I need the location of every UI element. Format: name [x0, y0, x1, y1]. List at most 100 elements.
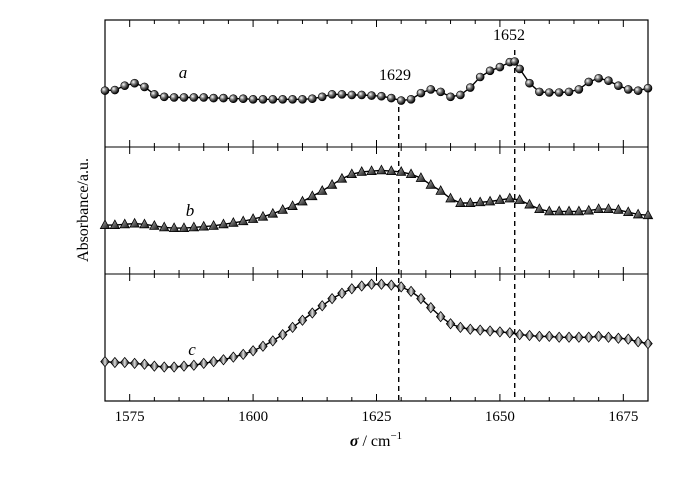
data-point-a — [140, 82, 149, 92]
series-line-c — [104, 283, 649, 368]
data-point-c — [199, 357, 209, 370]
data-point-a — [564, 87, 574, 97]
data-point-a — [308, 94, 317, 103]
data-point-a — [337, 90, 347, 99]
data-point-b — [326, 178, 338, 189]
data-point-b — [247, 213, 259, 223]
data-point-a — [238, 94, 248, 103]
data-point-a — [377, 91, 386, 101]
x-axis-symbol: σ — [350, 433, 359, 450]
data-point-b — [474, 196, 486, 207]
data-point-c — [297, 314, 308, 326]
data-point-b — [435, 185, 446, 195]
data-point-c — [603, 331, 614, 343]
data-point-a — [110, 85, 120, 95]
series-layer — [99, 57, 654, 373]
data-point-b — [484, 195, 496, 206]
data-point-c — [208, 355, 219, 368]
data-point-a — [120, 81, 130, 90]
data-point-a — [456, 90, 465, 100]
data-point-c — [337, 287, 347, 299]
data-point-a — [510, 57, 520, 66]
data-point-a — [604, 76, 613, 86]
data-point-a — [614, 81, 623, 90]
x-tick-label: 1575 — [115, 409, 145, 425]
data-point-c — [524, 329, 535, 342]
data-point-b — [524, 198, 535, 209]
data-point-b — [99, 219, 111, 229]
data-point-a — [584, 77, 594, 87]
data-point-c — [238, 348, 248, 361]
data-point-a — [199, 93, 209, 102]
data-point-b — [494, 194, 506, 204]
data-point-a — [465, 83, 475, 92]
data-point-b — [346, 168, 358, 179]
data-point-c — [416, 292, 426, 305]
data-point-a — [475, 72, 485, 82]
data-point-a — [169, 93, 179, 102]
reference-lines — [398, 50, 516, 401]
data-point-c — [277, 328, 288, 341]
data-point-b — [386, 165, 397, 176]
data-point-c — [564, 331, 574, 343]
data-point-c — [218, 354, 229, 366]
data-point-c — [149, 360, 160, 372]
x-tick-label: 1675 — [608, 409, 638, 425]
data-point-a — [436, 87, 445, 97]
series-label-a: a — [179, 63, 188, 82]
data-point-b — [178, 222, 190, 233]
data-point-b — [228, 216, 239, 227]
data-point-c — [584, 331, 594, 343]
data-point-b — [257, 210, 269, 221]
data-point-c — [307, 307, 318, 319]
data-point-c — [189, 359, 199, 371]
data-point-c — [426, 301, 436, 314]
data-point-c — [376, 278, 387, 290]
data-point-a — [179, 93, 189, 102]
data-point-b — [563, 205, 575, 216]
data-point-b — [119, 218, 131, 229]
x-tick-labels: 1575 1600 1625 1650 1675 — [115, 409, 639, 425]
x-axis-label: σ / cm−1 — [350, 430, 402, 450]
data-point-b — [593, 203, 604, 214]
data-point-a — [643, 83, 653, 93]
data-point-a — [327, 90, 337, 99]
data-point-c — [435, 310, 446, 323]
data-point-b — [356, 166, 367, 176]
data-point-a — [317, 92, 327, 102]
series-label-b: b — [186, 201, 195, 220]
data-point-b — [198, 220, 209, 231]
data-point-c — [455, 321, 466, 334]
data-point-a — [574, 85, 584, 94]
data-point-b — [622, 206, 634, 217]
x-tick-label: 1650 — [485, 409, 515, 425]
data-point-c — [366, 278, 377, 290]
data-point-b — [307, 190, 318, 201]
data-point-b — [336, 172, 348, 183]
data-point-b — [415, 172, 427, 182]
data-point-c — [633, 336, 643, 348]
data-point-a — [367, 91, 376, 100]
data-point-b — [534, 203, 545, 214]
data-point-b — [237, 215, 249, 226]
data-point-c — [396, 281, 406, 293]
data-point-c — [159, 361, 169, 373]
data-point-b — [553, 205, 565, 216]
data-point-b — [514, 194, 525, 204]
data-point-c — [258, 340, 268, 352]
data-point-a — [347, 90, 357, 100]
data-point-c — [613, 332, 624, 344]
data-point-c — [593, 330, 604, 343]
data-point-b — [583, 204, 595, 215]
data-point-b — [465, 197, 476, 207]
data-point-a — [495, 62, 505, 72]
data-point-c — [386, 279, 397, 291]
data-point-b — [287, 200, 298, 210]
data-point-c — [465, 323, 476, 335]
y-axis-label: Absorbance/a.u. — [75, 158, 92, 262]
data-point-c — [100, 355, 110, 368]
data-point-b — [425, 178, 437, 189]
data-point-b — [139, 218, 150, 229]
data-point-c — [485, 325, 495, 337]
